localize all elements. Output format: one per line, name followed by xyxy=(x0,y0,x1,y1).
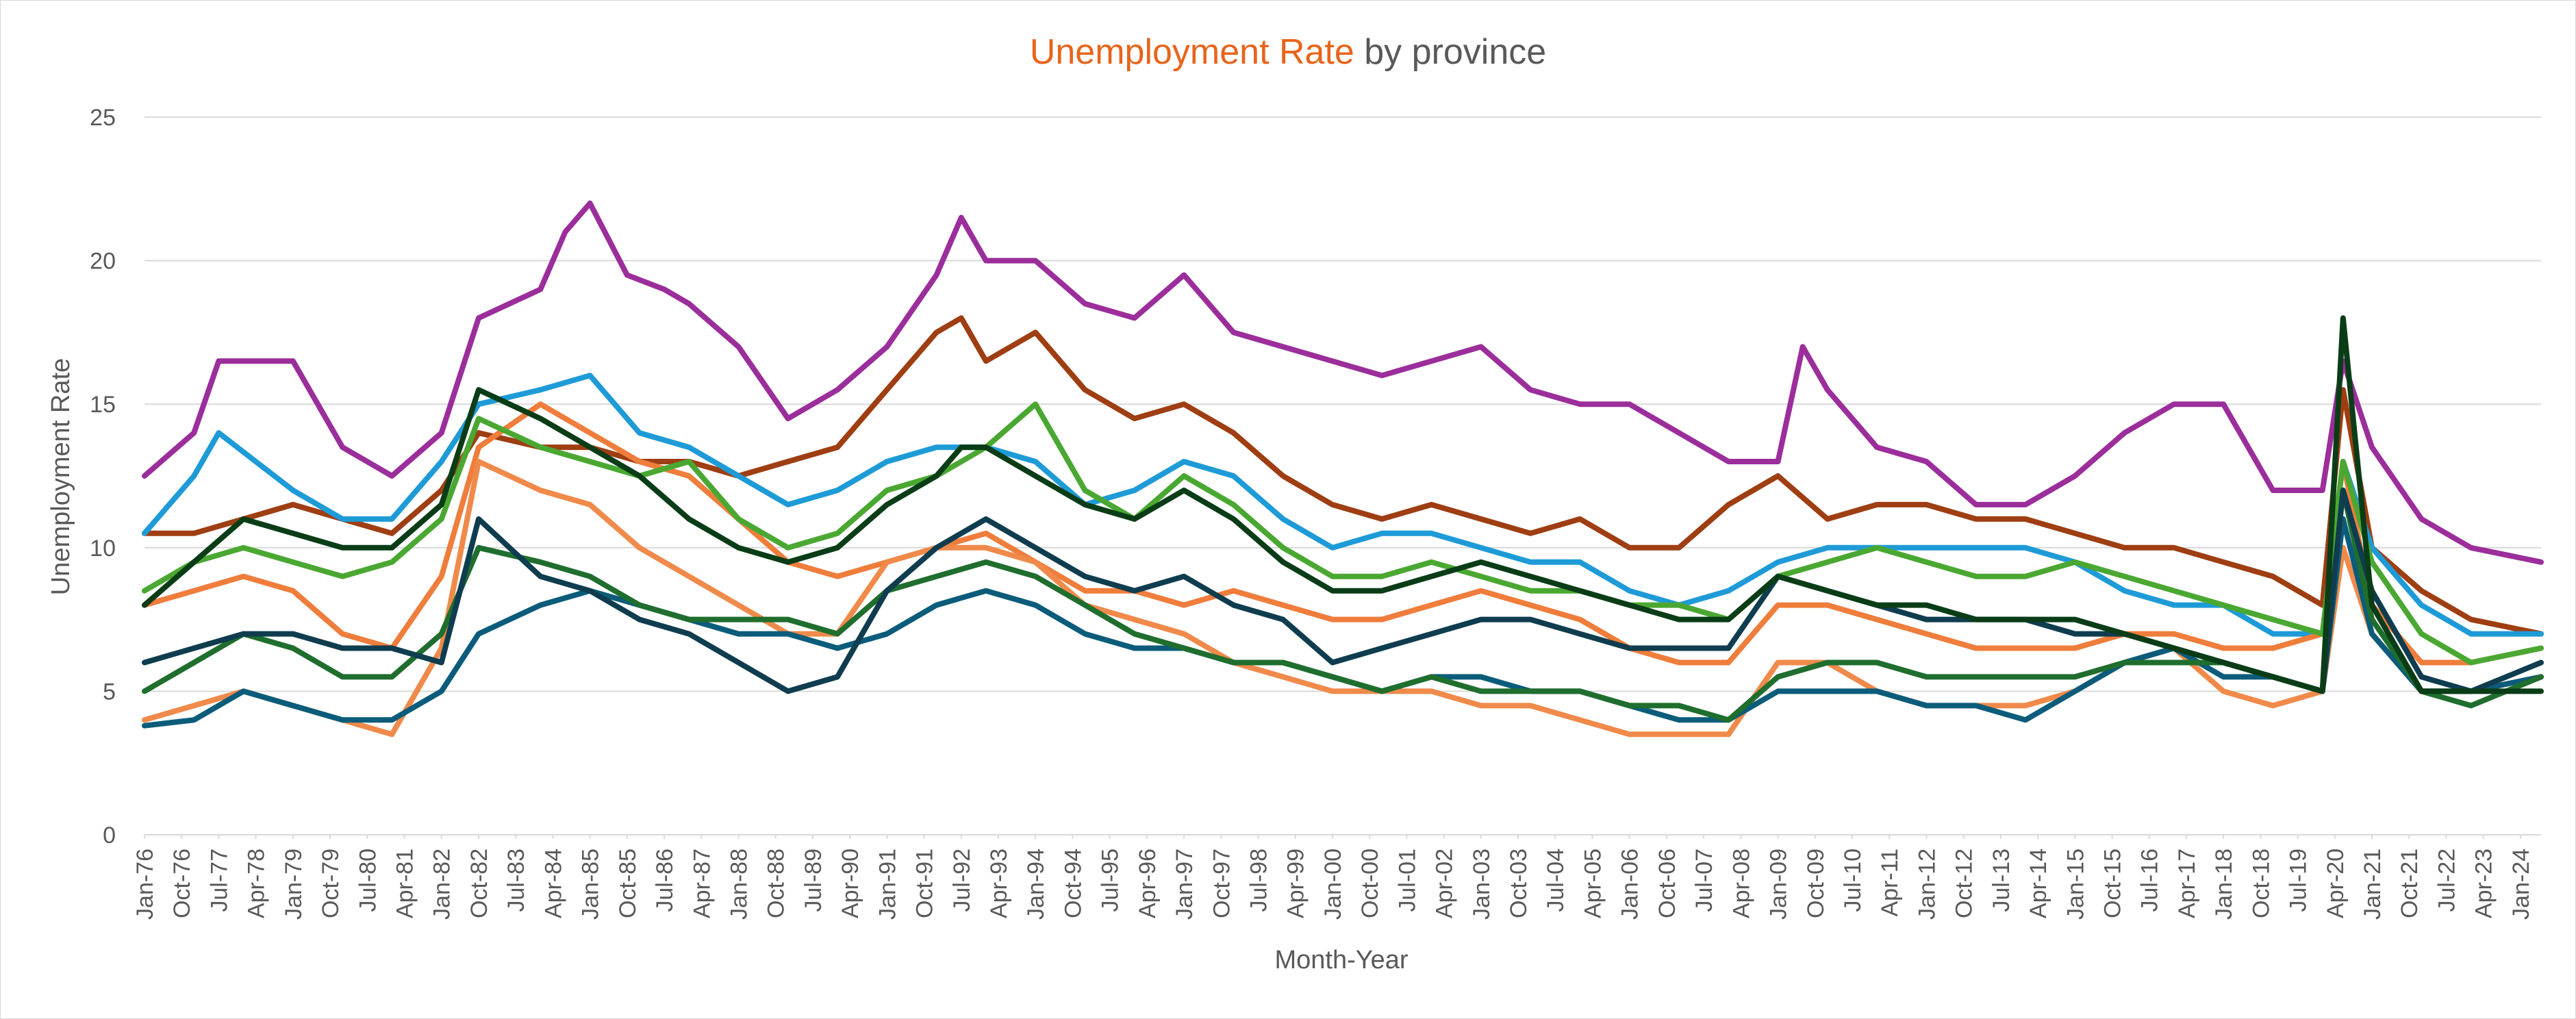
x-tick-label: Oct-82 xyxy=(466,848,492,918)
x-tick-label: Apr-11 xyxy=(1877,848,1903,917)
x-tick-label: Jan-79 xyxy=(281,848,307,920)
y-tick-label: 5 xyxy=(103,679,116,705)
x-tick-label: Jul-10 xyxy=(1840,848,1866,912)
x-tick-label: Jul-13 xyxy=(1988,848,2015,912)
series-line xyxy=(142,488,2544,723)
x-tick-label: Jul-19 xyxy=(2286,848,2312,912)
x-tick-label: Oct-97 xyxy=(1209,848,1235,918)
x-tick-label: Oct-00 xyxy=(1357,848,1383,918)
x-tick-label: Apr-17 xyxy=(2174,848,2200,918)
y-tick-label: 25 xyxy=(90,105,116,131)
x-tick-label: Apr-23 xyxy=(2471,848,2497,918)
x-tick-label: Jul-89 xyxy=(800,848,826,912)
x-tick-label: Jan-03 xyxy=(1469,848,1495,920)
x-tick-label: Apr-81 xyxy=(392,848,418,918)
x-tick-label: Jan-18 xyxy=(2211,848,2237,920)
x-tick-label: Oct-88 xyxy=(763,848,790,918)
x-axis-ticks: Jan-76 Oct-76 Jul-77 Apr-78 Jan-79 Oct-79 Jul-… xyxy=(132,834,2541,920)
y-tick-label: 0 xyxy=(103,822,116,848)
y-tick-label: 15 xyxy=(90,392,116,418)
x-tick-label: Jan-00 xyxy=(1320,848,1346,920)
x-tick-label: Jul-22 xyxy=(2434,848,2460,912)
x-tick-label: Apr-78 xyxy=(244,848,270,918)
x-tick-label: Apr-93 xyxy=(986,848,1012,918)
x-tick-label: Jul-86 xyxy=(652,848,678,912)
x-tick-label: Jan-91 xyxy=(874,848,900,920)
y-axis-ticks: 0 5 10 15 20 25 xyxy=(90,105,116,848)
x-tick-label: Jul-16 xyxy=(2137,848,2163,912)
x-tick-label: Jan-94 xyxy=(1023,848,1049,920)
x-tick-label: Jan-85 xyxy=(578,848,604,920)
x-tick-label: Oct-06 xyxy=(1654,848,1680,918)
x-tick-label: Jan-82 xyxy=(429,848,455,920)
series-line xyxy=(142,315,2544,637)
x-tick-label: Oct-03 xyxy=(1506,848,1532,918)
x-tick-label: Apr-96 xyxy=(1135,848,1161,918)
chart-title-part: by province xyxy=(1354,32,1546,72)
x-tick-label: Oct-09 xyxy=(1803,848,1829,918)
x-tick-label: Jul-01 xyxy=(1394,848,1420,912)
x-tick-label: Jul-95 xyxy=(1098,848,1124,912)
series-line xyxy=(142,459,2544,738)
x-tick-label: Jul-80 xyxy=(355,848,381,912)
x-tick-label: Oct-15 xyxy=(2100,848,2126,918)
x-tick-label: Apr-14 xyxy=(2025,848,2051,918)
x-tick-label: Oct-18 xyxy=(2248,848,2274,918)
x-tick-label: Oct-91 xyxy=(912,848,938,918)
series-line xyxy=(142,401,2544,666)
x-tick-label: Jan-24 xyxy=(2508,848,2534,920)
x-tick-label: Oct-76 xyxy=(169,848,195,918)
x-tick-label: Jan-21 xyxy=(2360,848,2386,920)
x-tick-label: Apr-90 xyxy=(837,848,863,918)
x-axis-title: Month-Year xyxy=(1274,946,1408,974)
series-line xyxy=(142,373,2544,637)
y-tick-label: 20 xyxy=(90,249,116,275)
x-tick-label: Oct-94 xyxy=(1060,848,1086,918)
chart-title-part: Unemployment Rate xyxy=(1030,32,1354,72)
x-tick-label: Jul-04 xyxy=(1543,848,1569,912)
x-tick-label: Oct-79 xyxy=(318,848,344,918)
x-tick-label: Jan-06 xyxy=(1617,848,1643,920)
x-tick-label: Apr-84 xyxy=(540,848,566,918)
x-tick-label: Jan-76 xyxy=(132,848,158,920)
x-tick-label: Jan-15 xyxy=(2062,848,2088,920)
x-tick-label: Oct-21 xyxy=(2397,848,2423,918)
x-tick-label: Jul-07 xyxy=(1691,848,1717,912)
x-tick-label: Jul-77 xyxy=(206,848,232,912)
x-tick-label: Jul-83 xyxy=(503,848,529,912)
x-tick-label: Jan-09 xyxy=(1766,848,1792,920)
x-tick-label: Apr-20 xyxy=(2323,848,2349,918)
chart-title: Unemployment Rate by province xyxy=(1030,32,1546,72)
series-line xyxy=(142,401,2544,666)
x-tick-label: Apr-87 xyxy=(689,848,715,918)
y-axis-title: Unemployment Rate xyxy=(47,358,75,595)
x-tick-label: Jan-88 xyxy=(727,848,753,920)
x-tick-label: Jul-98 xyxy=(1246,848,1272,912)
x-tick-label: Apr-02 xyxy=(1432,848,1458,918)
series-layer xyxy=(142,200,2544,738)
series-line xyxy=(142,200,2544,565)
x-tick-label: Oct-85 xyxy=(615,848,641,918)
x-tick-label: Jul-92 xyxy=(949,848,975,912)
x-tick-label: Apr-99 xyxy=(1283,848,1309,918)
series-line xyxy=(142,315,2544,694)
x-tick-label: Apr-08 xyxy=(1728,848,1754,918)
x-tick-label: Jan-12 xyxy=(1914,848,1940,920)
y-tick-label: 10 xyxy=(90,536,116,562)
x-tick-label: Oct-12 xyxy=(1952,848,1978,918)
x-tick-label: Jan-97 xyxy=(1172,848,1198,920)
x-tick-label: Apr-05 xyxy=(1580,848,1606,918)
